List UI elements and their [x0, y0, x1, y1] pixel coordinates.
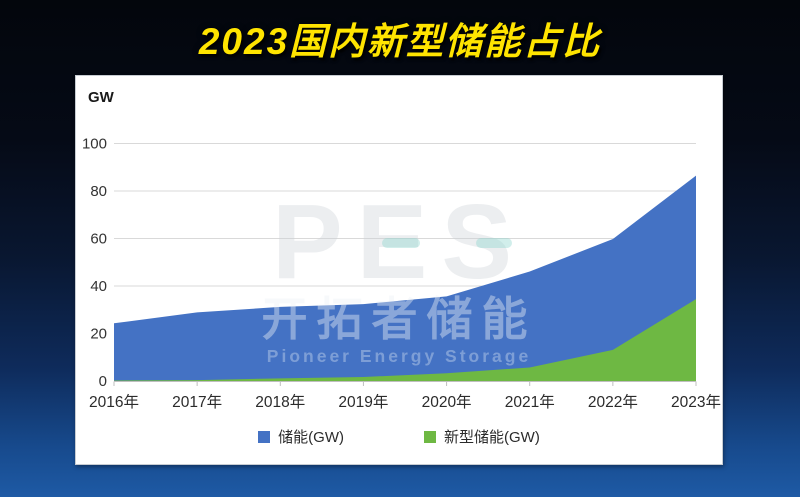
- y-tick-label-60: 60: [90, 231, 107, 248]
- legend-label: 储能(GW): [278, 429, 344, 446]
- page-title: 2023国内新型储能占比: [198, 21, 602, 62]
- legend-item-0: 储能(GW): [258, 426, 344, 447]
- legend-swatch-icon: [424, 430, 436, 443]
- chart-card: GW 2016年 2017年 2018年 2019年 2020年 2021年 2022年 20…: [75, 75, 723, 465]
- x-tick-label-4: 2020年: [422, 393, 472, 411]
- legend-item-1: 新型储能(GW): [424, 426, 540, 447]
- legend-swatch-icon: [258, 430, 271, 443]
- x-tick-label-6: 2022年: [588, 393, 638, 411]
- x-tick-label-2: 2018年: [255, 393, 305, 411]
- y-tick-label-0: 0: [99, 373, 107, 390]
- legend-label: 新型储能(GW): [444, 429, 540, 446]
- area-series-0: [114, 175, 696, 381]
- y-axis-unit-label: GW: [88, 89, 114, 106]
- chart-svg: 2016年 2017年 2018年 2019年 2020年 2021年 2022年 2023年…: [82, 136, 721, 412]
- x-tick-label-1: 2017年: [172, 393, 222, 411]
- y-tick-label-100: 100: [82, 136, 107, 153]
- y-tick-label-20: 20: [90, 326, 107, 343]
- x-tick-label-7: 2023年: [671, 393, 721, 411]
- area-series-1: [114, 299, 696, 381]
- y-tick-label-80: 80: [90, 183, 107, 200]
- chart-legend: 储能(GW) 新型储能(GW): [76, 426, 722, 447]
- x-tick-label-5: 2021年: [505, 393, 555, 411]
- x-tick-label-0: 2016年: [89, 393, 139, 411]
- x-tick-label-3: 2019年: [338, 393, 388, 411]
- y-tick-label-40: 40: [90, 278, 107, 295]
